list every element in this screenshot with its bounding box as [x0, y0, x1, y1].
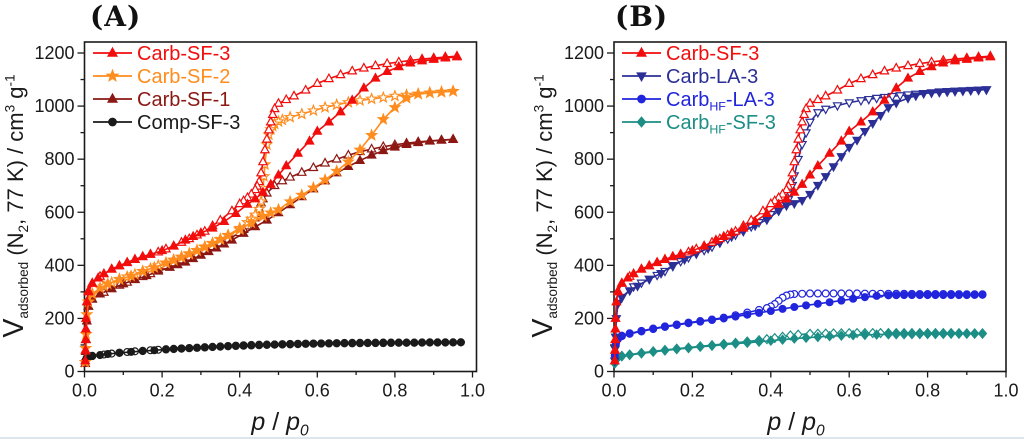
panel-a-title: (A) — [90, 0, 142, 33]
panel-b-title: (B) — [615, 0, 669, 33]
x-axis-title: p / p0 — [766, 408, 825, 440]
axis-ticks — [607, 52, 1007, 378]
x-tick-label: 0.8 — [915, 381, 940, 401]
legend-item-carb-la-3: Carb-LA-3 — [622, 66, 758, 88]
series-comp-sf-3 — [81, 338, 465, 365]
legend-label: CarbHF-SF-3 — [666, 112, 776, 136]
series-carb-sf-3 — [609, 50, 996, 365]
series-comp-sf-3-adsorption-markers — [81, 338, 465, 365]
legend-item-comp-sf-3: Comp-SF-3 — [93, 112, 240, 134]
panel-b: 0.0 0.2 0.4 0.6 0.8 1.0 0 200 400 600 800 1000 1200 p… — [527, 41, 1019, 440]
x-tick-label: 0.2 — [150, 381, 175, 401]
x-tick-label: 1.0 — [993, 381, 1018, 401]
y-tick-label: 400 — [44, 255, 74, 275]
x-tick-labels: 0.0 0.2 0.4 0.6 0.8 1.0 — [72, 381, 485, 401]
x-tick-label: 0.8 — [382, 381, 407, 401]
legend-item-carb-sf-3: Carb-SF-3 — [93, 43, 230, 65]
x-tick-labels: 0.0 0.2 0.4 0.6 0.8 1.0 — [601, 381, 1018, 401]
series-carb-sf-3-adsorption-markers — [80, 51, 463, 365]
legend-item-carb-sf-2: Carb-SF-2 — [93, 66, 230, 88]
panel-a: 0.0 0.2 0.4 0.6 0.8 1.0 0 200 400 600 800 1000 1200 p… — [0, 41, 485, 440]
series-carb-sf-3 — [80, 50, 463, 365]
y-tick-label: 800 — [574, 149, 604, 169]
y-tick-labels: 0 200 400 600 800 1000 1200 — [564, 43, 604, 382]
x-tick-label: 0.6 — [305, 381, 330, 401]
x-tick-label: 1.0 — [460, 381, 485, 401]
x-tick-label: 0.2 — [680, 381, 705, 401]
legend-item-carb-sf-1: Carb-SF-1 — [93, 89, 230, 111]
x-axis-title: p / p0 — [250, 408, 309, 440]
legend-label: Carb-SF-3 — [137, 43, 230, 65]
y-tick-label: 0 — [64, 362, 74, 382]
legend-item-carbhf-la-3: CarbHF-LA-3 — [622, 89, 775, 113]
series-carb-sf-1 — [80, 133, 459, 367]
y-tick-label: 1200 — [564, 43, 604, 63]
legend-label: Carb-SF-3 — [666, 43, 759, 65]
y-tick-label: 600 — [44, 202, 74, 222]
series-carb-sf-3-adsorption-markers — [609, 51, 996, 365]
legend-item-carbhf-sf-3: CarbHF-SF-3 — [622, 112, 776, 136]
y-tick-labels: 0 200 400 600 800 1000 1200 — [34, 43, 74, 382]
series-carbhf-sf-3 — [610, 327, 988, 369]
legend-item-carb-sf-3: Carb-SF-3 — [622, 43, 759, 65]
x-tick-label: 0.0 — [72, 381, 97, 401]
legend-label: Carb-LA-3 — [666, 66, 758, 88]
x-tick-label: 0.4 — [758, 381, 783, 401]
bottom-rule — [0, 437, 1024, 439]
series-carb-sf-1-adsorption-markers — [80, 133, 459, 367]
x-tick-label: 0.4 — [227, 381, 252, 401]
y-tick-label: 800 — [44, 149, 74, 169]
y-tick-label: 0 — [594, 362, 604, 382]
plot-frame — [83, 41, 478, 373]
x-tick-label: 0.6 — [837, 381, 862, 401]
y-tick-label: 200 — [574, 308, 604, 328]
y-axis-title: Vadsorbed (N2, 77 K) / cm3 g-1 — [0, 74, 31, 337]
legend-label: Carb-SF-1 — [137, 89, 230, 111]
y-tick-label: 1200 — [34, 43, 74, 63]
legend-label: CarbHF-LA-3 — [666, 89, 775, 113]
x-tick-label: 0.0 — [601, 381, 626, 401]
series-carb-sf-1-adsorption-line — [84, 138, 454, 364]
y-tick-label: 1000 — [564, 96, 604, 116]
series-carbhf-sf-3-adsorption-markers — [610, 328, 988, 369]
y-tick-label: 400 — [574, 255, 604, 275]
legend-label: Carb-SF-2 — [137, 66, 230, 88]
y-axis-title: Vadsorbed (N2, 77 K) / cm3 g-1 — [527, 74, 560, 337]
y-tick-label: 200 — [44, 308, 74, 328]
y-tick-label: 600 — [574, 202, 604, 222]
y-tick-label: 1000 — [34, 96, 74, 116]
legend-label: Comp-SF-3 — [137, 112, 240, 134]
